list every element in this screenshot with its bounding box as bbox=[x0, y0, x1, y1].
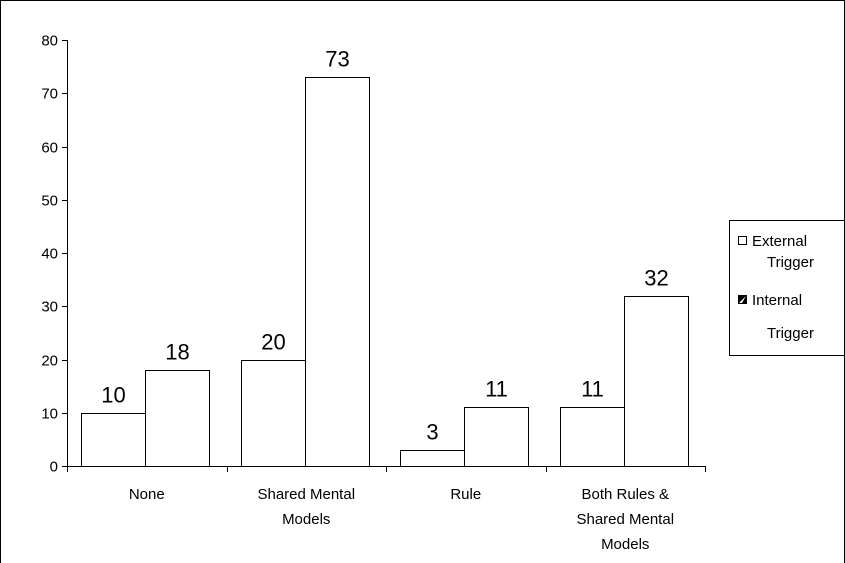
category-label: Shared Mental bbox=[257, 486, 355, 503]
y-axis: 0 10 20 30 40 50 60 70 80 bbox=[41, 33, 68, 476]
category-label: None bbox=[129, 486, 165, 503]
legend-label-external-line1: External bbox=[752, 233, 807, 250]
legend-label-internal-line1: Internal bbox=[752, 292, 802, 309]
legend-marker-external bbox=[738, 236, 747, 245]
bar-internal-3 bbox=[624, 296, 689, 467]
data-label-external-0: 10 bbox=[101, 383, 125, 408]
category-label: Models bbox=[601, 536, 649, 553]
y-tick-label: 10 bbox=[41, 406, 58, 423]
bar-external-2 bbox=[400, 450, 465, 467]
y-tick-label: 30 bbox=[41, 299, 58, 316]
data-labels: 10 18 20 73 3 11 11 32 bbox=[101, 47, 668, 445]
data-label-internal-1: 73 bbox=[325, 47, 349, 72]
data-label-external-3: 11 bbox=[581, 377, 604, 402]
legend-marker-internal-fill2 bbox=[742, 296, 746, 303]
data-label-internal-2: 11 bbox=[485, 377, 508, 402]
bar-external-0 bbox=[81, 413, 146, 467]
data-label-external-2: 3 bbox=[426, 420, 438, 445]
bars bbox=[81, 77, 689, 467]
data-label-internal-3: 32 bbox=[644, 266, 668, 291]
legend-marker-internal-fill bbox=[739, 296, 746, 303]
y-tick-label: 50 bbox=[41, 193, 58, 210]
category-label: Models bbox=[282, 511, 330, 528]
category-label: Both Rules & bbox=[581, 486, 669, 503]
y-tick-label: 20 bbox=[41, 353, 58, 370]
data-label-internal-0: 18 bbox=[165, 340, 189, 365]
bar-internal-1 bbox=[305, 77, 370, 467]
legend-box bbox=[729, 220, 845, 356]
bar-internal-0 bbox=[145, 370, 210, 467]
y-tick-label: 70 bbox=[41, 86, 58, 103]
y-tick-label: 0 bbox=[50, 459, 58, 476]
legend-label-external-line2: Trigger bbox=[767, 254, 814, 271]
category-label: Rule bbox=[450, 486, 481, 503]
category-label: Shared Mental bbox=[576, 511, 674, 528]
bar-external-1 bbox=[241, 360, 306, 467]
y-tick-label: 60 bbox=[41, 140, 58, 157]
y-tick-label: 80 bbox=[41, 33, 58, 50]
bar-internal-2 bbox=[464, 407, 529, 467]
data-label-external-1: 20 bbox=[261, 330, 285, 355]
bar-external-3 bbox=[560, 407, 625, 467]
category-labels: None Shared Mental Models Rule Both Rules & S… bbox=[129, 486, 674, 553]
legend-label-internal-line2: Trigger bbox=[767, 325, 814, 342]
legend: External Trigger Internal Trigger bbox=[729, 220, 845, 356]
y-tick-label: 40 bbox=[41, 246, 58, 263]
